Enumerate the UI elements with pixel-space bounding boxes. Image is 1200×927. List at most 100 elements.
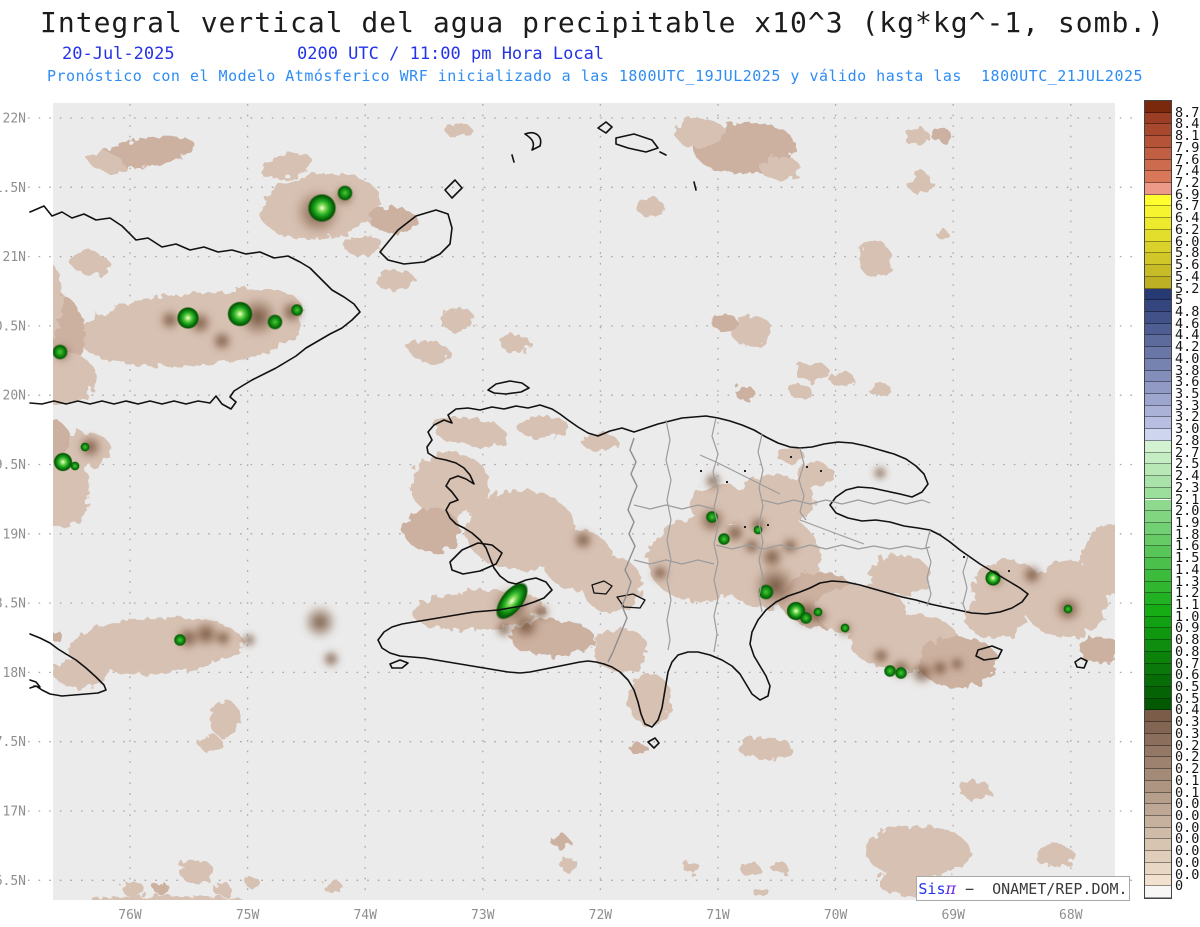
lon-label: 69W [941, 908, 965, 923]
colorbar-cell [1145, 511, 1171, 523]
colorbar-tick-label: 0.2 [1175, 761, 1200, 778]
colorbar-tick-label: 3.2 [1175, 409, 1200, 426]
forecast-line: Pronóstico con el Modelo Atmósferico WRF… [47, 67, 1144, 85]
colorbar-cell [1145, 440, 1171, 453]
colorbar-cell [1145, 253, 1171, 266]
colorbar-tick-label: 0.242 [1175, 749, 1200, 766]
lon-label: 75W [236, 908, 260, 923]
saona-island [975, 645, 1003, 661]
colorbar-tick-label: 2.738 [1175, 444, 1200, 461]
lat-label: 9.5N [0, 458, 26, 473]
colorbar-tick-label: 0.162 [1175, 772, 1200, 789]
colorbar-cell [1145, 241, 1171, 254]
colorbar-tick-label: 5.618 [1175, 257, 1200, 274]
colorbar-cell [1145, 804, 1171, 816]
tortuga-island [487, 380, 530, 395]
colorbar-tick-label: 1.25 [1175, 585, 1200, 602]
colorbar-tick-label: 1.922 [1175, 514, 1200, 531]
colorbar-cell [1145, 218, 1171, 230]
lat-label: 22N [3, 112, 26, 127]
colorbar-tick-label: 2.45 [1175, 468, 1200, 485]
colorbar-tick-label: 1.352 [1175, 573, 1200, 590]
colorbar-tick-label: 3.528 [1175, 386, 1200, 402]
colorbar-cell [1145, 558, 1171, 570]
colorbar-tick-label: 5 [1175, 292, 1184, 309]
colorbar-cell [1145, 862, 1171, 875]
colorbar-tick-label: 0.8 [1175, 643, 1200, 660]
colorbar-tick-label: 0.512 [1175, 690, 1200, 707]
colorbar-cell [1145, 147, 1171, 160]
province-borders [633, 417, 969, 653]
colorbar-tick-label: 0.45 [1175, 702, 1200, 719]
colorbar-cell [1145, 276, 1171, 289]
lat-label: 6.5N [0, 874, 26, 889]
colorbar-tick-label: 1.682 [1175, 538, 1200, 555]
gonave-island [449, 542, 503, 575]
colorbar-tick-label: 4.608 [1175, 315, 1200, 332]
colorbar-cell [1145, 323, 1171, 336]
colorbar-tick-label: 6.272 [1175, 221, 1200, 238]
colorbar-tick-label: 4.232 [1175, 339, 1200, 356]
colorbar-cell [1145, 628, 1171, 641]
colorbar-cell [1145, 616, 1171, 629]
colorbar-cell [1145, 394, 1171, 406]
colorbar-tick-label: 0.722 [1175, 655, 1200, 672]
colorbar-tick-label: 1.152 [1175, 596, 1200, 613]
colorbar-tick-label: 8.45 [1175, 116, 1200, 133]
colorbar-cell [1145, 183, 1171, 195]
colorbar-tick-label: 1.458 [1175, 561, 1200, 578]
colorbar-cell [1145, 476, 1171, 488]
lon-label: 72W [589, 908, 613, 923]
little-inagua-island [444, 179, 463, 199]
colorbar-tick-label: 6.728 [1175, 198, 1200, 215]
colorbar-tick-label: 0.968 [1175, 620, 1200, 637]
colorbar-cell [1145, 265, 1171, 277]
colorbar-tick-label: 2.178 [1175, 491, 1200, 508]
colorbar-cell [1145, 722, 1171, 734]
colorbar-cell [1145, 604, 1171, 617]
colorbar-cell [1145, 874, 1171, 887]
colorbar-tick-label: 0.05 [1175, 819, 1200, 836]
colorbar-tick-label: 6.498 [1175, 210, 1200, 227]
colorbar-cells [1144, 100, 1172, 899]
colorbar-cell [1145, 651, 1171, 664]
colorbar-tick-label: 0.098 [1175, 796, 1200, 813]
colorbar-tick-label: 5.202 [1175, 280, 1200, 297]
colorbar-cell [1145, 581, 1171, 594]
credit-box: Sisπ − ONAMET/REP.DOM. [916, 876, 1130, 901]
country-and-province-borders [607, 417, 969, 663]
mona-island [1074, 657, 1088, 669]
credit-text: − ONAMET/REP.DOM. [956, 880, 1128, 898]
colorbar-tick-label: 0.128 [1175, 784, 1200, 801]
colorbar-cell [1145, 159, 1171, 172]
colorbar-cell [1145, 300, 1171, 312]
colorbar-tick-label: 6.962 [1175, 186, 1200, 203]
colorbar-cell [1145, 405, 1171, 418]
beata-island [647, 737, 660, 749]
colorbar-tick-label: 2.592 [1175, 456, 1200, 473]
colorbar-tick-label: 0.072 [1175, 807, 1200, 824]
colorbar-tick-label: 0.008 [1175, 854, 1200, 871]
lon-label: 70W [824, 908, 848, 923]
colorbar-cell [1145, 429, 1171, 441]
colorbar-cell [1145, 792, 1171, 805]
lon-label: 73W [471, 908, 495, 923]
station-dots [700, 456, 1010, 572]
colorbar-cell [1145, 675, 1171, 688]
colorbar-cell [1145, 499, 1171, 512]
colorbar-tick-label: 3.698 [1175, 374, 1200, 391]
colorbar-tick-label: 0.032 [1175, 831, 1200, 848]
colorbar-cell [1145, 569, 1171, 582]
lat-label: 8.5N [0, 597, 26, 612]
colorbar-cell [1145, 335, 1171, 348]
colorbar-cell [1145, 464, 1171, 477]
jamaica-coastline [29, 633, 107, 697]
pi-symbol: π [945, 879, 956, 898]
colorbar-cell [1145, 839, 1171, 852]
colorbar-cell [1145, 780, 1171, 793]
sea-background [53, 103, 1115, 900]
colorbar-cell [1145, 546, 1171, 559]
colorbar-legend: 8.7128.458.1927.9387.6887.4427.26.9626.7… [1144, 100, 1200, 901]
colorbar-cell [1145, 124, 1171, 137]
